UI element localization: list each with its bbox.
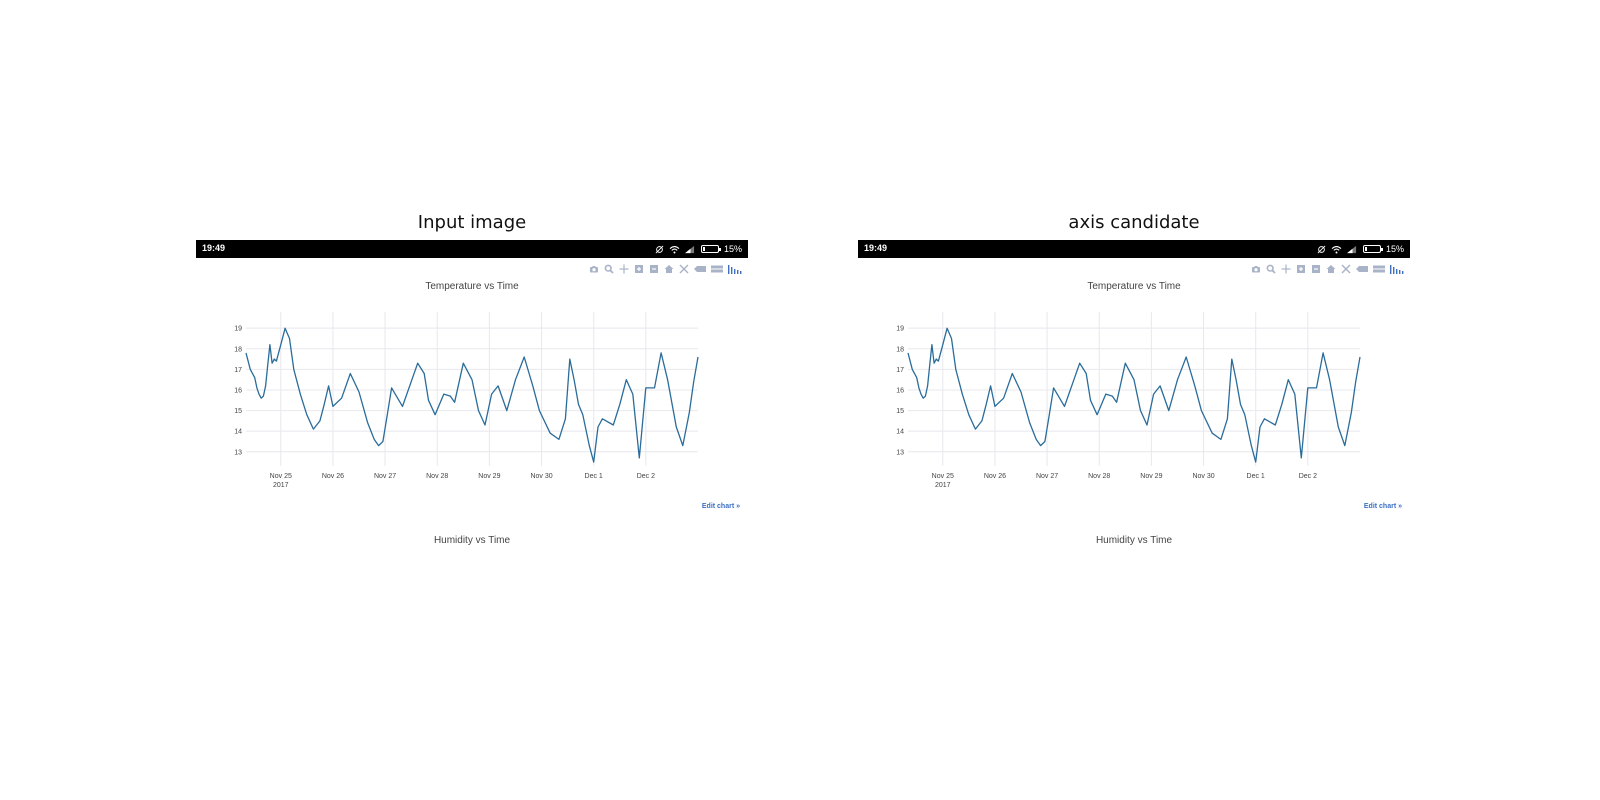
alarm-off-icon bbox=[1317, 245, 1326, 254]
status-time: 19:49 bbox=[202, 243, 226, 253]
autoscale-icon[interactable] bbox=[679, 264, 689, 274]
y-tick-label: 14 bbox=[234, 429, 242, 436]
zoom-out-icon[interactable] bbox=[649, 264, 659, 274]
x-tick-label: Nov 29 bbox=[478, 473, 500, 480]
temperature-series-line[interactable] bbox=[907, 327, 1361, 463]
y-tick-label: 18 bbox=[896, 346, 904, 353]
y-tick-label: 15 bbox=[896, 408, 904, 415]
battery-percent: 15% bbox=[723, 244, 742, 254]
home-icon[interactable] bbox=[1326, 264, 1336, 274]
y-tick-label: 13 bbox=[896, 449, 904, 456]
status-bar: 19:49 15% bbox=[196, 240, 748, 258]
x-tick-label: Dec 1 bbox=[585, 473, 603, 480]
battery-icon bbox=[1362, 245, 1383, 253]
y-tick-label: 13 bbox=[234, 449, 242, 456]
spike-lines-icon[interactable] bbox=[694, 264, 706, 274]
x-tick-label: Nov 28 bbox=[1088, 473, 1110, 480]
status-time: 19:49 bbox=[864, 243, 888, 253]
x-tick-label: Dec 2 bbox=[637, 473, 655, 480]
wifi-icon bbox=[669, 245, 680, 254]
y-tick-label: 16 bbox=[896, 387, 904, 394]
chart-title: Temperature vs Time bbox=[1087, 281, 1181, 292]
x-tick-label: Nov 26 bbox=[984, 473, 1006, 480]
panel-axis-candidate: axis candidate 19:49 15% Temperature vs Ti… bbox=[858, 212, 1410, 552]
x-tick-year-label: 2017 bbox=[273, 482, 289, 489]
y-tick-label: 16 bbox=[234, 387, 242, 394]
camera-icon[interactable] bbox=[589, 264, 599, 274]
humidity-chart-title: Humidity vs Time bbox=[1095, 535, 1173, 546]
zoom-in-icon[interactable] bbox=[1296, 264, 1306, 274]
chart-modebar bbox=[1251, 263, 1404, 275]
battery-percent: 15% bbox=[1385, 244, 1404, 254]
panel-caption: axis candidate bbox=[1068, 212, 1200, 233]
x-tick-label: Nov 25 bbox=[932, 473, 954, 480]
edit-chart-link[interactable]: Edit chart » bbox=[1363, 503, 1402, 510]
autoscale-icon[interactable] bbox=[1341, 264, 1351, 274]
compare-hover-icon[interactable] bbox=[1373, 264, 1385, 274]
panel-input: Input image 19:49 15% Temperature vs Time 1… bbox=[196, 212, 748, 552]
alarm-off-icon bbox=[655, 245, 664, 254]
x-tick-label: Nov 30 bbox=[530, 473, 552, 480]
signal-icon bbox=[1347, 245, 1358, 254]
y-tick-label: 18 bbox=[234, 346, 242, 353]
x-tick-label: Dec 1 bbox=[1247, 473, 1265, 480]
chart-modebar bbox=[589, 263, 742, 275]
zoom-icon[interactable] bbox=[1266, 264, 1276, 274]
y-tick-label: 17 bbox=[896, 367, 904, 374]
x-tick-year-label: 2017 bbox=[935, 482, 951, 489]
temperature-chart[interactable]: 13 14 15 16 17 18 19 Nov 25 2017 Nov 26 Nov 27 Nov … bbox=[196, 240, 748, 510]
edit-chart-link[interactable]: Edit chart » bbox=[701, 503, 740, 510]
humidity-chart-title: Humidity vs Time bbox=[433, 535, 511, 546]
zoom-icon[interactable] bbox=[604, 264, 614, 274]
x-tick-label: Nov 28 bbox=[426, 473, 448, 480]
y-tick-label: 14 bbox=[896, 429, 904, 436]
home-icon[interactable] bbox=[664, 264, 674, 274]
phone-screen: 19:49 15% Temperature vs Time 13 14 15 16 17 18 1… bbox=[858, 240, 1410, 552]
battery-fill bbox=[702, 247, 706, 251]
x-tick-label: Nov 27 bbox=[374, 473, 396, 480]
y-tick-label: 19 bbox=[896, 326, 904, 333]
pan-icon[interactable] bbox=[1281, 264, 1291, 274]
battery-icon bbox=[700, 245, 721, 253]
spike-lines-icon[interactable] bbox=[1356, 264, 1368, 274]
zoom-in-icon[interactable] bbox=[634, 264, 644, 274]
y-tick-label: 19 bbox=[234, 326, 242, 333]
temperature-series-line[interactable] bbox=[245, 327, 699, 463]
status-icons: 15% bbox=[655, 242, 742, 256]
panel-caption: Input image bbox=[417, 212, 527, 233]
battery-fill bbox=[1364, 247, 1368, 251]
zoom-out-icon[interactable] bbox=[1311, 264, 1321, 274]
compare-hover-icon[interactable] bbox=[711, 264, 723, 274]
y-tick-label: 17 bbox=[234, 367, 242, 374]
signal-icon bbox=[685, 245, 696, 254]
x-tick-label: Nov 27 bbox=[1036, 473, 1058, 480]
status-bar: 19:49 15% bbox=[858, 240, 1410, 258]
camera-icon[interactable] bbox=[1251, 264, 1261, 274]
x-tick-label: Nov 29 bbox=[1140, 473, 1162, 480]
plotly-logo-icon[interactable] bbox=[1390, 264, 1404, 274]
phone-screen: 19:49 15% Temperature vs Time 13 14 15 16 17 18 1… bbox=[196, 240, 748, 552]
status-icons: 15% bbox=[1317, 242, 1404, 256]
x-tick-label: Nov 30 bbox=[1192, 473, 1214, 480]
x-tick-label: Nov 25 bbox=[270, 473, 292, 480]
y-tick-label: 15 bbox=[234, 408, 242, 415]
temperature-chart[interactable]: 13 14 15 16 17 18 19 Nov 25 2017 Nov 26 Nov 27 Nov … bbox=[858, 240, 1410, 510]
x-tick-label: Nov 26 bbox=[322, 473, 344, 480]
chart-title: Temperature vs Time bbox=[425, 281, 519, 292]
wifi-icon bbox=[1331, 245, 1342, 254]
plotly-logo-icon[interactable] bbox=[728, 264, 742, 274]
x-tick-label: Dec 2 bbox=[1299, 473, 1317, 480]
pan-icon[interactable] bbox=[619, 264, 629, 274]
